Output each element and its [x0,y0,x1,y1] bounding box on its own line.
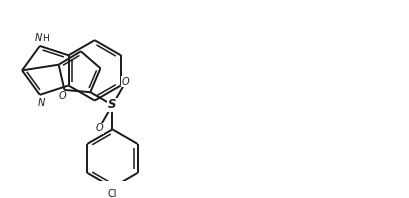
Text: O: O [59,91,66,101]
Text: N: N [35,33,42,43]
Text: O: O [96,123,103,133]
Text: N: N [37,98,45,108]
Text: H: H [42,34,49,43]
Text: Cl: Cl [108,189,117,198]
Text: O: O [121,77,129,87]
Text: S: S [108,98,117,111]
